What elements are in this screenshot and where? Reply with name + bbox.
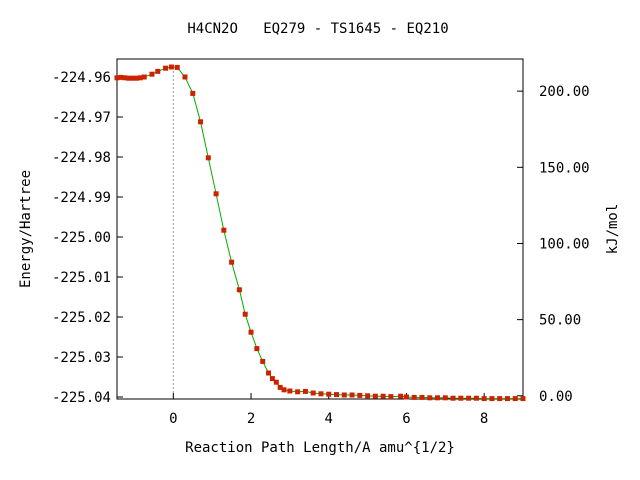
data-point [504, 396, 510, 402]
data-point [168, 64, 174, 70]
data-point [213, 191, 219, 197]
data-point [277, 384, 283, 390]
data-point [281, 387, 287, 393]
data-point [458, 395, 464, 401]
data-point [435, 395, 441, 401]
data-point [118, 74, 124, 80]
data-point [326, 391, 332, 397]
y-tick-label: -225.04 [52, 390, 111, 406]
data-point [141, 74, 147, 80]
data-point [489, 396, 495, 402]
data-point [388, 394, 394, 400]
data-point [287, 388, 293, 394]
data-point [349, 392, 355, 398]
data-point [357, 392, 363, 398]
data-point [137, 75, 143, 81]
y2-axis-label: kJ/mol [605, 204, 621, 255]
plot-frame [116, 58, 524, 400]
data-point [427, 395, 433, 401]
y-axis-ticks: -224.96 -224.97 -224.98 -224.99 -225.00 -225.… [52, 70, 123, 406]
y2-tick-label: 200.00 [539, 84, 590, 100]
y-tick-label: -224.97 [52, 110, 111, 126]
x-tick-label: 8 [480, 411, 488, 427]
data-point [334, 392, 340, 398]
x-tick-label: 6 [402, 411, 410, 427]
data-point [190, 90, 196, 96]
data-point [466, 395, 472, 401]
data-point [372, 393, 378, 399]
data-point [122, 75, 128, 81]
data-point [419, 394, 425, 400]
y2-tick-label: 150.00 [539, 160, 590, 176]
data-point [182, 74, 188, 80]
data-point [130, 75, 136, 81]
y-tick-label: -225.01 [52, 270, 111, 286]
data-point [497, 396, 503, 402]
data-point [174, 64, 180, 70]
data-point [266, 370, 272, 376]
data-point [411, 394, 417, 400]
data-point [126, 75, 132, 81]
y2-tick-label: 0.00 [539, 389, 573, 405]
y-tick-label: -224.98 [52, 150, 111, 166]
data-point [269, 376, 275, 382]
data-point [114, 75, 120, 81]
data-point [310, 390, 316, 396]
data-point [295, 389, 301, 395]
data-point [260, 358, 266, 364]
data-point [512, 396, 518, 402]
data-point [229, 259, 235, 265]
data-point [380, 393, 386, 399]
y-axis-label: Energy/Hartree [18, 170, 34, 288]
data-point [365, 393, 371, 399]
data-point [242, 311, 248, 317]
data-point [205, 155, 211, 161]
data-point [133, 75, 139, 81]
data-point [273, 379, 279, 385]
data-point [149, 71, 155, 77]
x-tick-label: 4 [325, 411, 333, 427]
data-point [473, 395, 479, 401]
y-tick-label: -225.03 [52, 350, 111, 366]
data-point [155, 68, 161, 74]
data-point [236, 287, 242, 293]
data-point [450, 395, 456, 401]
y2-axis-ticks: 0.00 50.00 100.00 150.00 200.00 [517, 84, 590, 405]
data-point [341, 392, 347, 398]
data-point [248, 329, 254, 335]
x-tick-label: 0 [169, 411, 177, 427]
data-point [198, 119, 204, 125]
data-point [442, 395, 448, 401]
x-tick-label: 2 [247, 411, 255, 427]
data-point [318, 391, 324, 397]
data-point [403, 394, 409, 400]
y2-tick-label: 100.00 [539, 236, 590, 252]
y-tick-label: -224.96 [52, 70, 111, 86]
energy-points [114, 64, 526, 402]
chart-title: H4CN2O EQ279 - TS1645 - EQ210 [187, 21, 448, 37]
data-point [254, 346, 260, 352]
data-point [302, 388, 308, 394]
data-point [481, 396, 487, 402]
energy-curve [116, 66, 523, 400]
x-axis-label: Reaction Path Length/A amu^{1/2} [185, 440, 455, 456]
y-tick-label: -224.99 [52, 190, 111, 206]
data-point [221, 227, 227, 233]
y2-tick-label: 50.00 [539, 313, 581, 329]
data-point [398, 393, 404, 399]
data-point [520, 396, 526, 402]
y-tick-label: -225.02 [52, 310, 111, 326]
y-tick-label: -225.00 [52, 230, 111, 246]
data-point [163, 65, 169, 71]
